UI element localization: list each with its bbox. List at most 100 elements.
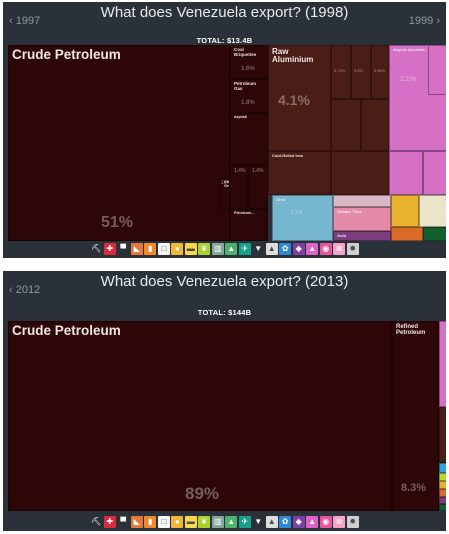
treemap-tile[interactable] <box>331 151 389 195</box>
tire-icon[interactable]: ◉ <box>319 243 332 255</box>
treemap-tile[interactable] <box>419 195 446 227</box>
treemap-tile[interactable] <box>423 227 446 241</box>
treemap-tile[interactable] <box>331 99 361 151</box>
bottle-icon[interactable]: ▮ <box>144 243 157 255</box>
treemap-tile[interactable] <box>439 481 446 489</box>
tile-label: Cold-Rolled Iron <box>272 153 304 158</box>
total-value: TOTAL: $13.4B <box>196 36 253 45</box>
treemap-tile[interactable] <box>333 195 391 207</box>
stone-icon[interactable]: ▲ <box>265 516 278 528</box>
tile-share: 0.74% <box>334 68 346 73</box>
treemap-tile[interactable] <box>423 151 446 195</box>
tile-label: Asphalt <box>234 115 247 119</box>
treemap-tile[interactable] <box>439 504 446 511</box>
treemap-tile[interactable]: 0.56% <box>371 45 389 99</box>
box-icon[interactable]: □ <box>157 243 170 255</box>
treemap-tile[interactable] <box>439 497 446 504</box>
gear-icon[interactable]: ✿ <box>279 516 292 528</box>
flask-icon[interactable]: ▲ <box>306 243 319 255</box>
total-value: TOTAL: $144B <box>197 308 252 317</box>
tile-share: 1.4% <box>252 168 264 174</box>
treemap-tile[interactable]: Petroleum Gas 1.8% <box>230 79 268 113</box>
plane-icon[interactable]: ✈ <box>238 243 251 255</box>
lifebuoy-icon[interactable]: ⊗ <box>333 243 346 255</box>
shirt-icon[interactable]: ▼ <box>252 516 265 528</box>
shoe-icon[interactable]: ▲ <box>225 243 238 255</box>
treemap-tile[interactable]: Gold2.5% <box>333 231 391 241</box>
plane-icon[interactable]: ✈ <box>238 516 251 528</box>
treemap-tile[interactable]: Asphalt <box>230 113 268 165</box>
treemap-tile[interactable]: Crude Petroleum 89% <box>8 321 392 511</box>
treemap-tile[interactable] <box>439 489 446 497</box>
gem-icon[interactable]: ◆ <box>292 516 305 528</box>
lifebuoy-icon[interactable]: ⊗ <box>333 516 346 528</box>
animal-icon[interactable]: ● <box>171 516 184 528</box>
building-icon[interactable]: ▥ <box>211 516 224 528</box>
category-icon-bar: ⛏ ✚ ▀ ◣ ▮ □ ● ▬ ❦ ▥ ▲ ✈ ▼ ▲ ✿ ◆ ▲ ◉ ⊗ ✹ <box>3 516 446 530</box>
tile-label: Crude Petroleum <box>12 47 121 62</box>
tile-share: 1.1% <box>291 210 303 216</box>
tile-share: 1.4% <box>234 168 246 174</box>
prev-year-button[interactable]: ‹ 1997 <box>9 15 41 27</box>
ruler-icon[interactable]: ◣ <box>130 243 143 255</box>
gem-icon[interactable]: ◆ <box>292 243 305 255</box>
pickaxe-icon[interactable]: ⛏ <box>90 516 103 528</box>
category-icon-bar: ⛏ ✚ ▀ ◣ ▮ □ ● ▬ ❦ ▥ ▲ ✈ ▼ ▲ ✿ ◆ ▲ ◉ ⊗ ✹ <box>3 243 446 257</box>
treemap: Crude Petroleum 89% Refined Petroleum 8.3% <box>8 321 446 511</box>
stone-icon[interactable]: ▲ <box>265 243 278 255</box>
leaf-icon[interactable]: ❦ <box>198 243 211 255</box>
chart-title: What does Venezuela export? (2013) <box>100 273 349 290</box>
treemap-tile[interactable] <box>389 151 423 195</box>
bottle-icon[interactable]: ▮ <box>144 516 157 528</box>
tire-icon[interactable]: ◉ <box>319 516 332 528</box>
treemap-tile[interactable]: Acyclic Alcohols 1.1% <box>389 45 446 151</box>
prev-year-button[interactable]: ‹ 2012 <box>9 284 41 296</box>
treemap-tile[interactable]: Petroleum... <box>230 209 268 241</box>
leaf-icon[interactable]: ❦ <box>198 516 211 528</box>
treemap-tile[interactable] <box>439 463 446 473</box>
ruler-icon[interactable]: ◣ <box>130 516 143 528</box>
treemap-tile[interactable] <box>391 227 423 241</box>
grain-icon[interactable]: ▬ <box>184 516 197 528</box>
treemap-tile[interactable]: Crude Petroleum 51% <box>8 45 230 241</box>
gear-icon[interactable]: ✿ <box>279 243 292 255</box>
treemap-tile[interactable] <box>391 195 419 227</box>
treemap-tile[interactable]: 1.4% <box>230 165 248 209</box>
tile-share: 8.3% <box>401 482 427 494</box>
flask-icon[interactable]: ▲ <box>306 516 319 528</box>
treemap-tile[interactable] <box>439 407 446 463</box>
tile-label: Acyclic Alcohols <box>393 47 425 52</box>
shirt-icon[interactable]: ▼ <box>252 243 265 255</box>
treemap-tile[interactable] <box>439 473 446 481</box>
hat-icon[interactable]: ▀ <box>117 516 130 528</box>
treemap-tile[interactable]: 0.74% <box>331 45 351 99</box>
treemap-tile[interactable] <box>439 321 446 407</box>
treemap-tile[interactable]: Iron Ore1.3% <box>220 177 230 209</box>
pill-icon[interactable]: ✚ <box>103 243 116 255</box>
treemap-tile[interactable]: Cold-Rolled Iron <box>268 151 331 195</box>
next-year-button[interactable]: 1999 › <box>408 15 440 27</box>
grain-icon[interactable]: ▬ <box>184 243 197 255</box>
pill-icon[interactable]: ✚ <box>103 516 116 528</box>
pickaxe-icon[interactable]: ⛏ <box>90 243 103 255</box>
settings-icon[interactable]: ✹ <box>346 516 359 528</box>
tile-share: 1.1% <box>400 76 416 83</box>
treemap-tile[interactable]: 0.5% <box>351 45 371 99</box>
treemap-tile[interactable]: Refined Petroleum 8.3% <box>392 321 439 511</box>
tile-share: 0.56% <box>374 68 386 73</box>
treemap-tile[interactable] <box>361 99 389 151</box>
settings-icon[interactable]: ✹ <box>346 243 359 255</box>
box-icon[interactable]: □ <box>157 516 170 528</box>
tile-share: 1.6% <box>241 66 255 72</box>
animal-icon[interactable]: ● <box>171 243 184 255</box>
treemap-tile[interactable]: Ores 1.1% <box>272 195 333 241</box>
treemap-tile[interactable]: 1.4% <box>248 165 268 209</box>
tile-label: Gold <box>337 233 347 238</box>
treemap-tile[interactable] <box>428 45 446 95</box>
treemap-tile[interactable]: Raw Aluminium 4.1% <box>268 45 331 151</box>
shoe-icon[interactable]: ▲ <box>225 516 238 528</box>
hat-icon[interactable]: ▀ <box>117 243 130 255</box>
building-icon[interactable]: ▥ <box>211 243 224 255</box>
treemap-tile[interactable]: Coal Briquettes 1.6% <box>230 45 268 79</box>
treemap-tile[interactable]: Rubber Tires <box>333 207 391 231</box>
